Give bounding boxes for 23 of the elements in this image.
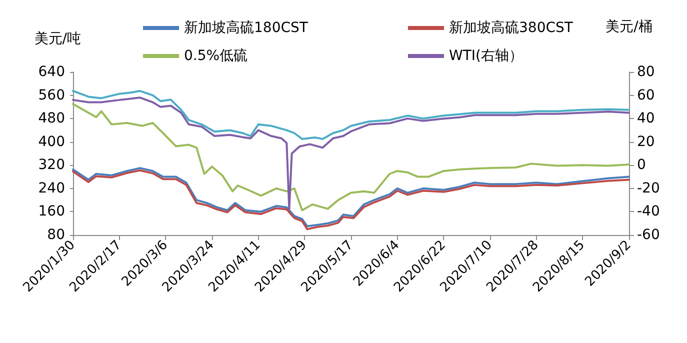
- y-axis-title: 美元/吨: [34, 31, 81, 47]
- y2-tick-label: -40: [637, 204, 660, 220]
- line-series: [72, 90, 630, 140]
- legend-label: 新加坡高硫180CST: [184, 20, 308, 36]
- y2-tick-label: 0: [637, 157, 646, 174]
- legend-label: WTI(右轴）: [449, 48, 523, 64]
- y2-tick-label: 80: [637, 64, 655, 80]
- y2-tick-label: 40: [637, 110, 655, 127]
- y2-tick-label: -60: [637, 227, 660, 243]
- y2-tick-label: 60: [637, 87, 655, 104]
- y2-axis-title: 美元/桶: [606, 19, 652, 35]
- legend-label: 0.5%低硫: [184, 48, 248, 64]
- y-tick-label: 240: [38, 180, 65, 196]
- y-tick-label: 400: [38, 134, 65, 150]
- y-tick-label: 640: [38, 64, 65, 80]
- y-tick-label: 560: [38, 87, 65, 104]
- y2-tick-label: -20: [637, 180, 660, 196]
- y2-tick-label: 20: [637, 134, 655, 150]
- y-tick-label: 160: [38, 204, 65, 220]
- y-tick-label: 480: [38, 110, 65, 127]
- legend-label: 新加坡高硫380CST: [449, 20, 574, 36]
- y-tick-label: 80: [47, 227, 65, 243]
- y-tick-label: 320: [38, 157, 65, 174]
